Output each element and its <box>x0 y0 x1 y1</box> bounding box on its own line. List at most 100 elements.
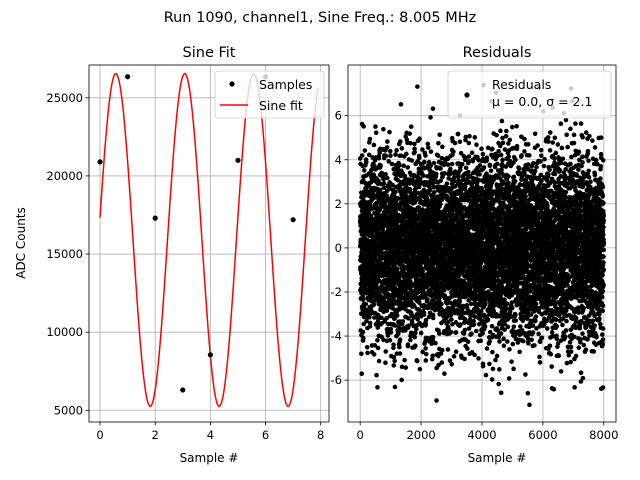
residual-point <box>402 173 408 179</box>
residual-point <box>405 343 411 349</box>
residual-point <box>406 323 412 328</box>
residual-point <box>431 184 437 190</box>
residual-point <box>374 372 379 378</box>
x-tick-label: 0 <box>357 428 364 442</box>
residual-point <box>437 331 442 336</box>
residual-point <box>414 358 420 364</box>
residual-point <box>439 301 444 307</box>
residual-point <box>498 331 504 336</box>
residual-point <box>444 181 450 186</box>
residual-point <box>487 163 493 168</box>
sample-point <box>152 215 158 221</box>
residual-point <box>395 177 401 183</box>
residual-point <box>415 190 421 196</box>
residual-point <box>398 207 403 212</box>
x-tick-label: 8 <box>317 428 324 442</box>
legend-label-fit: Sine fit <box>259 98 303 113</box>
sample-point <box>290 217 296 223</box>
residual-point <box>436 362 441 368</box>
residual-point <box>470 158 476 164</box>
residual-point <box>377 187 383 193</box>
residual-point <box>381 337 386 343</box>
residual-point <box>397 139 403 144</box>
residual-point <box>372 343 378 348</box>
residual-point <box>480 331 485 336</box>
residual-point <box>383 171 388 177</box>
residual-point <box>384 315 389 321</box>
residual-point <box>504 128 509 134</box>
residual-point <box>474 142 479 147</box>
residual-point <box>477 163 483 168</box>
residual-point <box>507 347 512 352</box>
residual-point <box>441 287 447 293</box>
residual-point <box>367 324 373 329</box>
residual-point <box>451 354 457 359</box>
residual-point <box>476 356 481 361</box>
residual-point <box>482 324 488 330</box>
residual-point <box>431 193 436 199</box>
residual-point <box>407 131 412 136</box>
residual-point <box>375 384 380 390</box>
residual-point <box>359 153 365 158</box>
residual-point <box>408 278 413 284</box>
residual-point <box>438 201 443 207</box>
residual-point <box>403 221 409 226</box>
residual-point <box>500 140 506 146</box>
residual-point <box>499 118 505 124</box>
residual-point <box>423 346 428 351</box>
residual-point <box>448 329 454 335</box>
residual-point <box>506 173 511 179</box>
residual-point <box>385 326 390 332</box>
y-tick-label: 15000 <box>46 247 83 261</box>
residual-point <box>365 350 370 356</box>
residual-point <box>424 180 429 185</box>
residual-point <box>364 345 370 350</box>
residual-point <box>391 354 397 360</box>
residual-point <box>425 207 431 213</box>
residual-point <box>462 356 467 362</box>
residual-point <box>501 336 506 342</box>
residuals-xlabel: Sample # <box>468 451 527 465</box>
residual-point <box>375 338 380 343</box>
residual-point <box>423 321 429 326</box>
residual-point <box>494 353 500 359</box>
residual-point <box>399 146 405 151</box>
residual-point <box>478 338 484 344</box>
residual-point <box>367 320 373 326</box>
residual-point <box>393 189 398 195</box>
residual-point <box>392 358 397 364</box>
residual-point <box>425 145 431 150</box>
residual-point <box>396 163 402 168</box>
residual-point <box>360 297 366 303</box>
sine-fit-line <box>99 72 319 408</box>
residual-point <box>378 163 383 168</box>
residual-point <box>358 311 364 317</box>
residual-point <box>473 328 479 334</box>
residual-point <box>363 159 369 165</box>
residual-point <box>423 153 428 158</box>
sample-point <box>235 157 241 163</box>
residual-point <box>411 315 416 320</box>
residual-point <box>397 351 403 356</box>
residual-point <box>455 131 461 137</box>
residual-point <box>394 201 399 207</box>
residual-point <box>498 128 503 134</box>
residual-point <box>375 325 381 330</box>
residual-point <box>394 148 399 153</box>
y-tick-label: 5000 <box>54 403 83 417</box>
residual-point <box>401 264 407 269</box>
residual-point <box>457 139 463 145</box>
residual-point <box>471 321 477 327</box>
residual-point <box>485 317 491 323</box>
residual-point <box>500 157 505 163</box>
residual-point <box>494 161 500 167</box>
residual-point <box>503 133 509 139</box>
residual-point <box>494 132 499 138</box>
residual-point <box>376 155 382 161</box>
residual-point <box>359 351 364 357</box>
residual-point <box>364 318 369 324</box>
residual-point <box>371 142 377 148</box>
residual-point <box>409 158 415 163</box>
